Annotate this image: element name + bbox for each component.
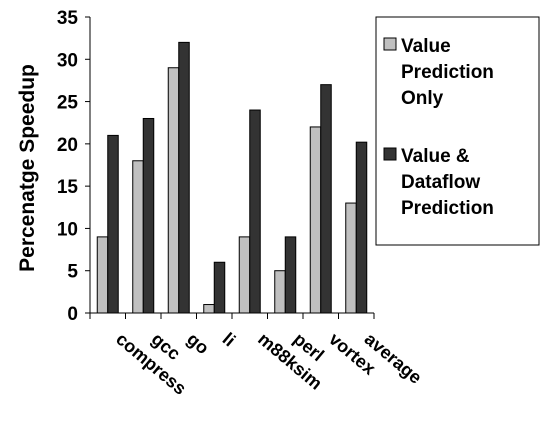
bar-gcc-series-1 — [132, 160, 144, 314]
bar-li-series-2 — [213, 261, 226, 314]
legend-label-series-2: Dataflow — [401, 172, 480, 193]
legend-box — [375, 16, 540, 246]
bar-gcc-series-2 — [142, 117, 155, 314]
y-tick-label: 15 — [57, 177, 79, 198]
y-tick-label: 20 — [57, 135, 78, 156]
bar-li-series-1 — [203, 304, 215, 314]
bar-m88ksim-series-1 — [238, 236, 251, 314]
bar-m88ksim-series-2 — [249, 109, 261, 314]
legend-label-series-1: Prediction — [401, 62, 494, 83]
y-tick-labels: 0 5 10 15 20 25 30 35 — [57, 8, 79, 325]
legend-label-series-1: Only — [401, 88, 444, 109]
legend-label-series-1: Value — [401, 36, 451, 57]
legend: Value Prediction Only Value & Dataflow Predic… — [375, 16, 540, 246]
y-axis-label: Percenatge Speedup — [16, 64, 39, 272]
bar-vortex-series-2 — [320, 84, 332, 314]
bar-compress-series-2 — [107, 134, 119, 314]
bar-go-series-2 — [178, 41, 190, 314]
x-tick-label-go: go — [183, 329, 213, 358]
legend-swatch-series-2 — [383, 147, 397, 161]
legend-swatch-series-1 — [383, 37, 397, 51]
bar-average-series-1 — [345, 202, 357, 314]
bar-compress-series-1 — [96, 236, 109, 314]
bar-perl-series-2 — [284, 236, 297, 314]
bar-go-series-1 — [167, 67, 180, 314]
y-tick-label: 5 — [67, 262, 78, 283]
bar-vortex-series-1 — [309, 126, 322, 314]
y-tick-label: 0 — [67, 304, 78, 325]
y-tick-label: 10 — [57, 219, 78, 240]
legend-label-series-2: Value & — [401, 146, 470, 167]
bar-perl-series-1 — [274, 270, 286, 314]
x-tick-label-li: li — [219, 329, 240, 351]
y-tick-label: 30 — [57, 50, 78, 71]
legend-label-series-2: Prediction — [401, 198, 494, 219]
y-tick-label: 25 — [57, 93, 79, 114]
y-tick-label: 35 — [57, 8, 79, 29]
bars — [96, 41, 368, 314]
bar-average-series-2 — [355, 141, 368, 314]
